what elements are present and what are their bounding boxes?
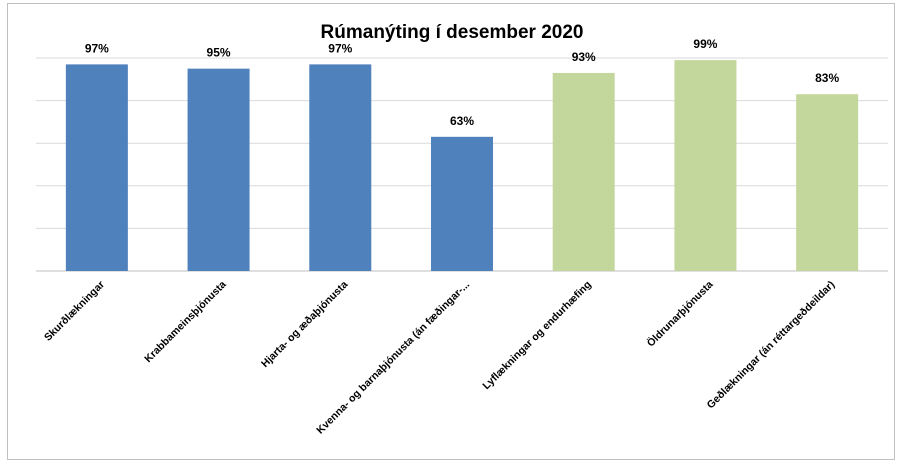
bar	[552, 72, 615, 271]
data-label: 95%	[207, 46, 231, 60]
bars	[65, 60, 859, 272]
bar	[187, 68, 250, 272]
category-tick-label: Skurðlækningar	[42, 279, 107, 344]
chart-title: Rúmanýting í desember 2020	[320, 22, 584, 43]
data-label: 93%	[572, 50, 596, 64]
category-tick-labels: Skurðlækningar Krabbameinsþjónusta Hjarta-…	[42, 278, 837, 437]
category-tick-label: Lyflækningar og endurhæfing	[480, 279, 593, 392]
bar	[309, 64, 372, 271]
bar	[65, 64, 128, 271]
category-tick-label: Kvenna- og barnaþjónusta (án fæðingar-..…	[314, 279, 472, 437]
data-label: 99%	[693, 37, 717, 51]
data-label: 83%	[815, 71, 839, 85]
category-tick-label: Geðlækningar (án réttargeðdeildar)	[705, 279, 838, 412]
data-label: 97%	[85, 41, 109, 55]
data-labels: 97% 95% 97% 63% 93% 99% 83%	[85, 37, 840, 128]
bar	[796, 94, 859, 272]
chart-area: Rúmanýting í desember 2020 97% 95% 97% 63% 9…	[7, 3, 895, 460]
data-label: 97%	[328, 41, 352, 55]
category-tick-label: Krabbameinsþjónusta	[142, 279, 229, 366]
category-tick-label: Öldrunarþjónusta	[644, 278, 716, 350]
data-label: 63%	[450, 114, 474, 128]
category-tick-label: Hjarta- og æðaþjónusta	[259, 279, 351, 371]
bar	[431, 136, 493, 271]
bar	[674, 60, 737, 271]
bar-chart-plot: 97% 95% 97% 63% 93% 99% 83% Skurðlækningar Krab…	[36, 37, 888, 437]
